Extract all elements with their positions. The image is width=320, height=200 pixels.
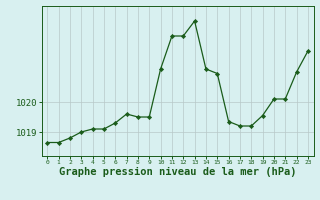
X-axis label: Graphe pression niveau de la mer (hPa): Graphe pression niveau de la mer (hPa) (59, 167, 296, 177)
